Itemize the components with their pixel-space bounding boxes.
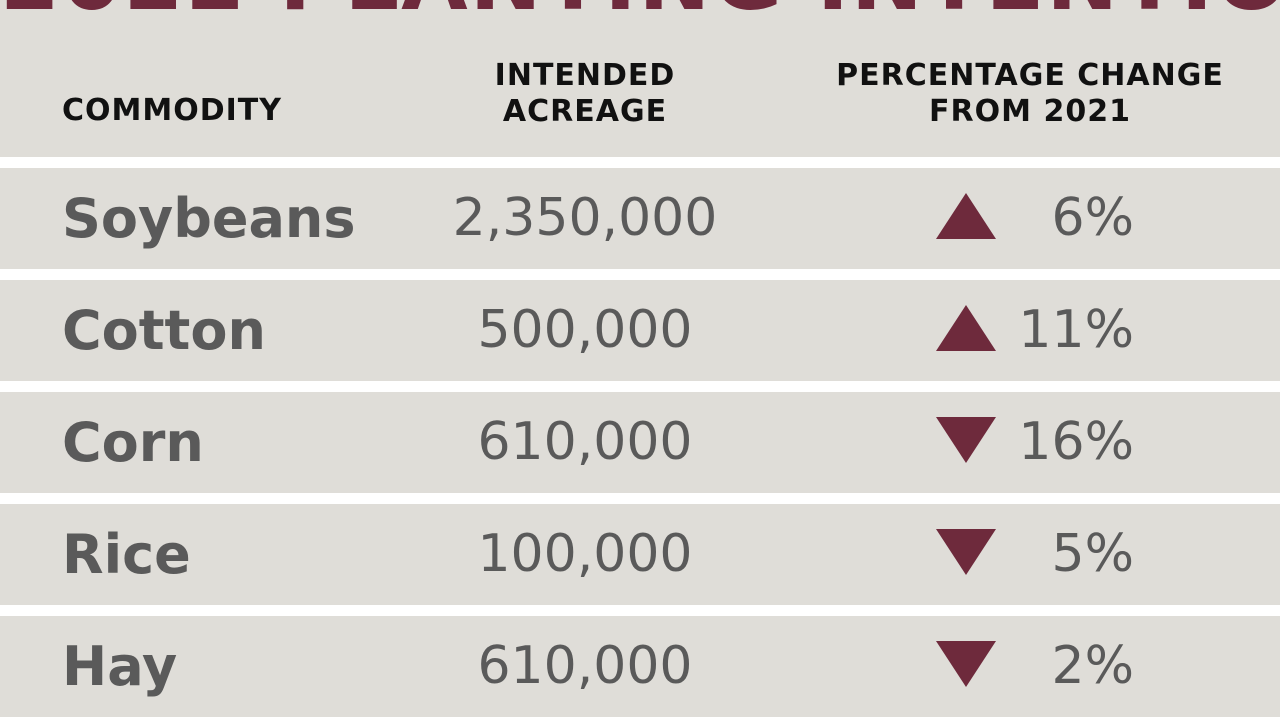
table-row: Corn 610,000 16% [0,392,1280,493]
decrease-marker [936,417,996,463]
header-band [0,0,1280,157]
triangle-down-icon [936,417,996,463]
increase-marker [936,305,996,351]
change-cell: 6% [1051,188,1135,248]
commodity-cell: Rice [62,523,191,586]
commodity-cell: Soybeans [62,187,356,250]
table-row: Soybeans 2,350,000 6% [0,168,1280,269]
triangle-up-icon [936,193,996,239]
decrease-marker [936,641,996,687]
triangle-up-icon [936,305,996,351]
column-header-change-line2: FROM 2021 [929,94,1131,129]
column-header-commodity: COMMODITY [62,93,282,128]
table-row: Hay 610,000 2% [0,616,1280,717]
increase-marker [936,193,996,239]
table-row: Cotton 500,000 11% [0,280,1280,381]
change-cell: 2% [1051,636,1135,696]
triangle-down-icon [936,641,996,687]
acreage-cell: 500,000 [477,300,693,360]
table-row: Rice 100,000 5% [0,504,1280,605]
column-header-acreage-line1: INTENDED [494,58,676,93]
commodity-cell: Cotton [62,299,266,362]
triangle-down-icon [936,529,996,575]
decrease-marker [936,529,996,575]
acreage-cell: 2,350,000 [452,188,718,248]
commodity-cell: Hay [62,635,178,698]
column-header-change-line1: PERCENTAGE CHANGE [836,58,1224,93]
change-cell: 11% [1018,300,1134,360]
change-cell: 5% [1051,524,1135,584]
acreage-cell: 610,000 [477,412,693,472]
acreage-cell: 100,000 [477,524,693,584]
column-header-acreage: INTENDED ACREAGE [440,58,730,130]
commodity-cell: Corn [62,411,204,474]
page-title: 2022 PLANTING INTENTIONS [0,0,1280,23]
acreage-cell: 610,000 [477,636,693,696]
column-header-acreage-line2: ACREAGE [502,94,668,129]
change-cell: 16% [1018,412,1134,472]
column-header-change: PERCENTAGE CHANGE FROM 2021 [820,58,1240,130]
